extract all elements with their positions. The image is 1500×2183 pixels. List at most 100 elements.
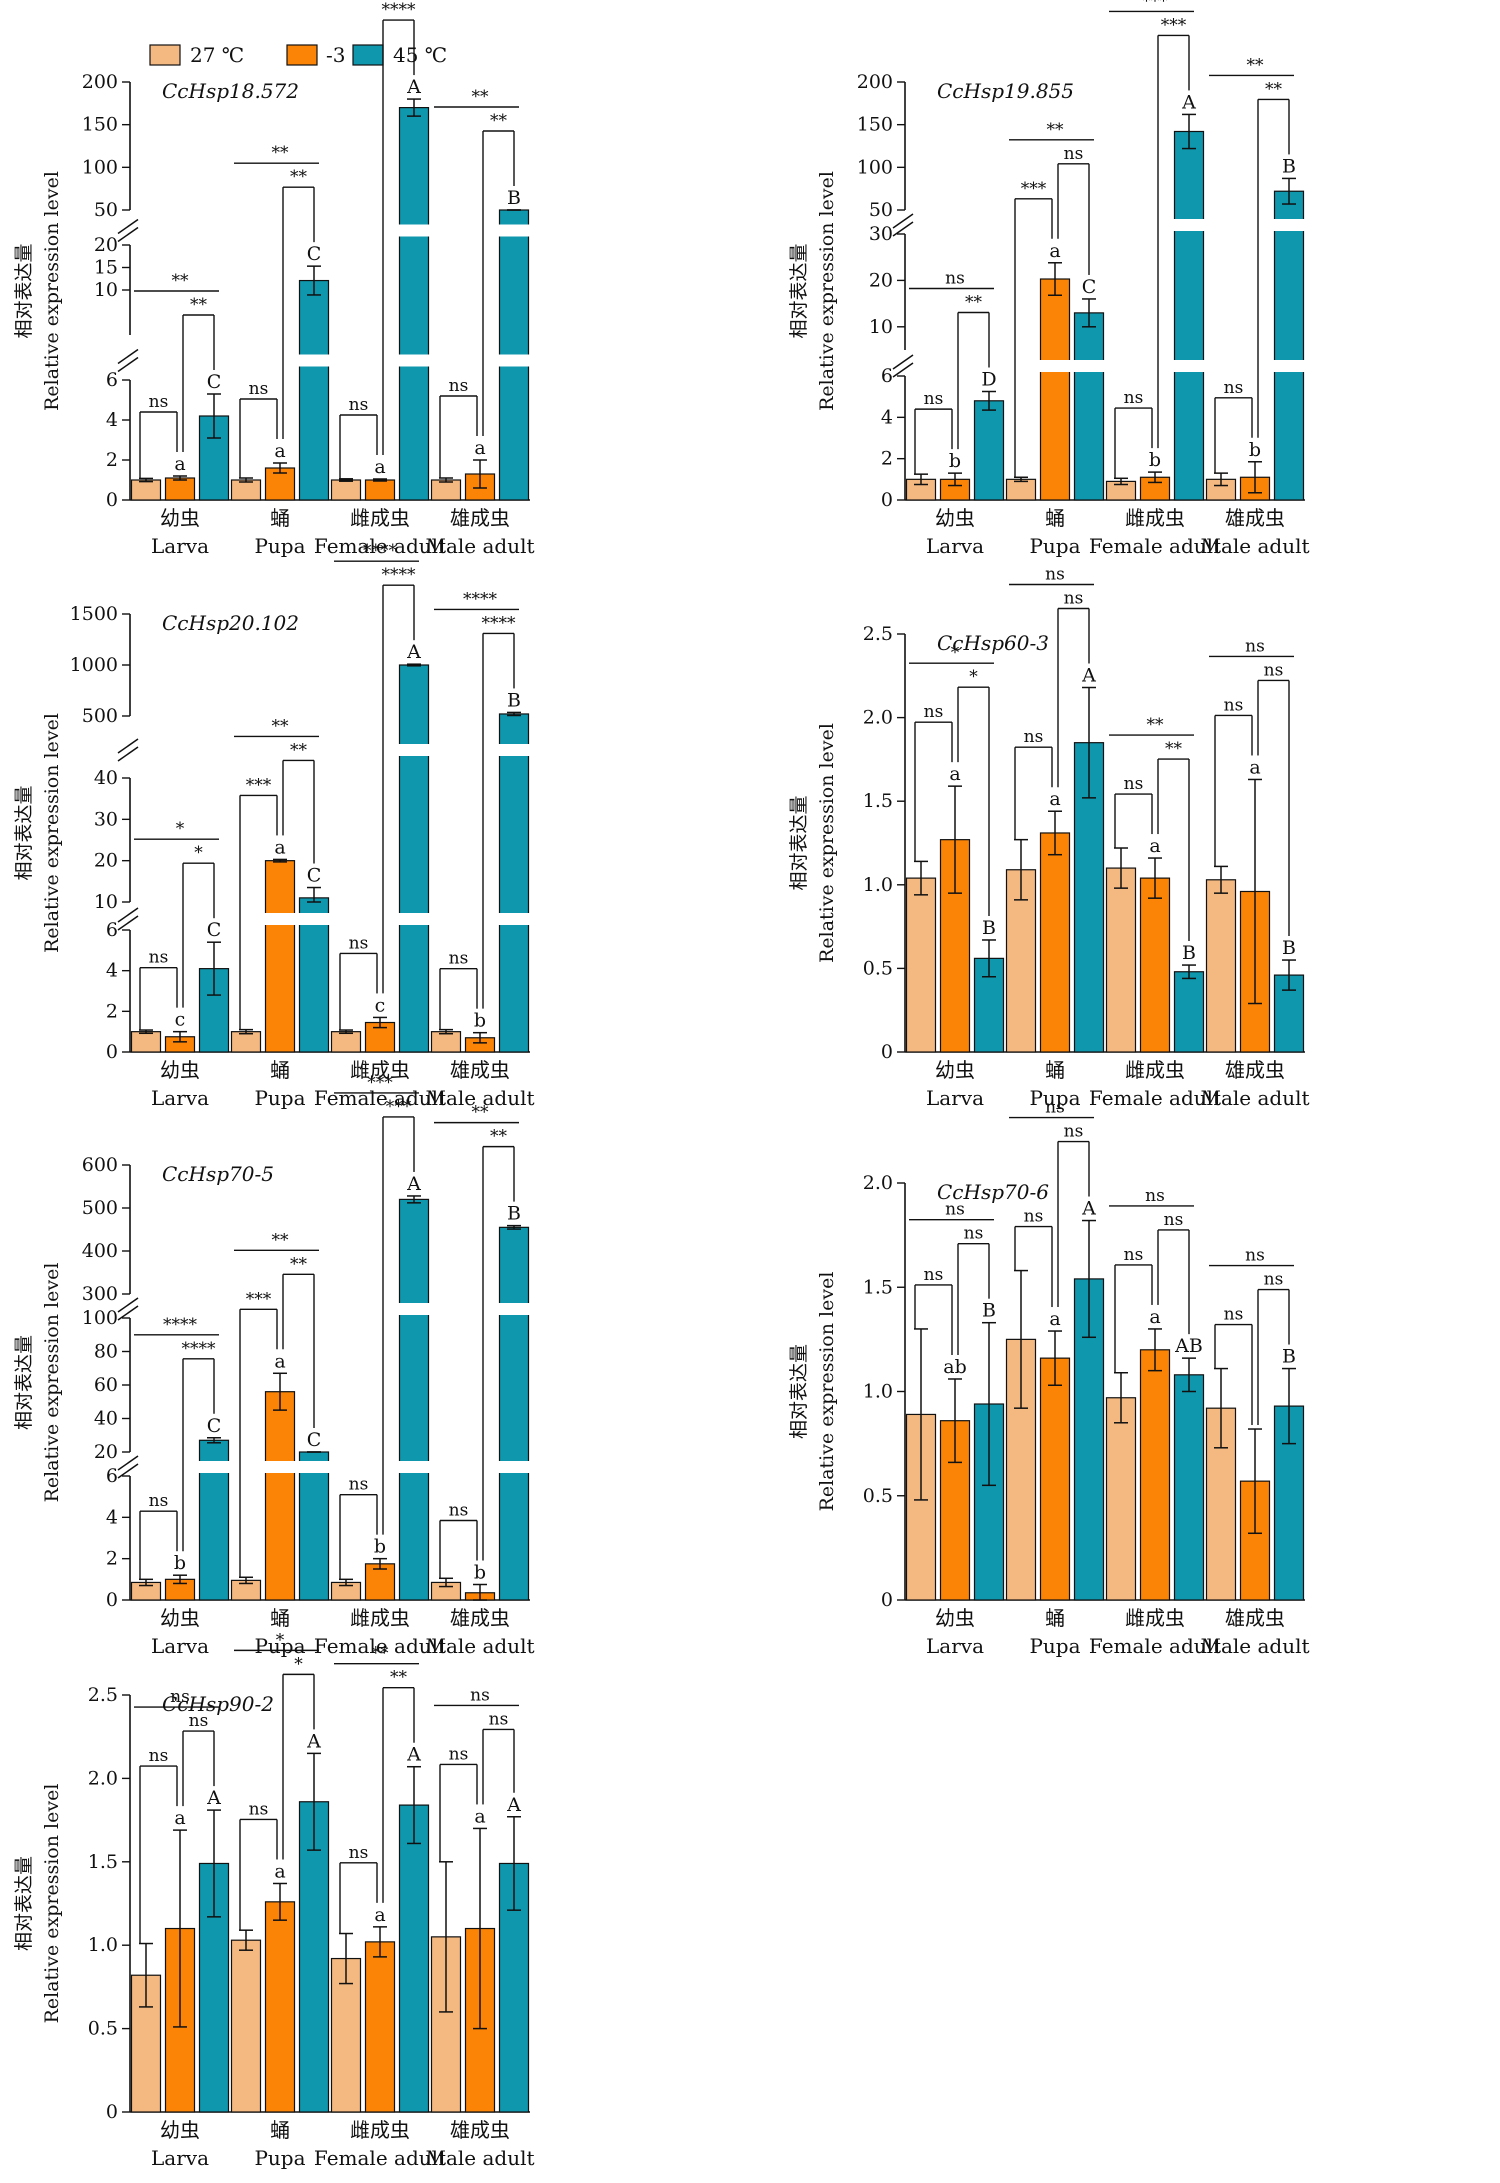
significance-mark: ns	[1224, 695, 1244, 715]
y-tick-label: 2	[881, 448, 893, 470]
y-tick-label: 1500	[70, 603, 118, 625]
category-label-en: Larva	[926, 1086, 984, 1110]
category-label-en: Larva	[151, 534, 209, 558]
significance-mark: ns	[470, 1685, 490, 1705]
category-label-cn: 蛹	[270, 2118, 290, 2142]
y-tick-label: 40	[94, 1408, 118, 1430]
category-label-cn: 幼虫	[935, 1606, 975, 1630]
significance-mark: ****	[382, 565, 417, 585]
category-label-cn: 雌成虫	[350, 2118, 410, 2142]
category-label-cn: 蛹	[1045, 1606, 1065, 1630]
significance-letter: B	[1282, 937, 1296, 959]
y-tick-label: 200	[857, 71, 893, 93]
bar-27c	[430, 479, 462, 501]
bar-break-gap	[297, 1461, 331, 1473]
significance-mark: ns	[924, 389, 944, 409]
significance-mark: ns	[945, 1200, 965, 1220]
bar-45c	[298, 1451, 330, 1601]
axis-break-mark	[117, 915, 139, 931]
category-label-en: Female adult	[1089, 1634, 1221, 1658]
significance-mark: ns	[170, 1687, 190, 1707]
significance-letter: B	[982, 1300, 996, 1322]
significance-letter: b	[374, 1536, 386, 1558]
y-tick-label: 100	[82, 1307, 118, 1329]
significance-letter: A	[306, 1730, 321, 1752]
chart-title: CcHsp18.572	[162, 79, 299, 103]
bar-break-gap	[197, 1461, 231, 1473]
chart-title: CcHsp70-5	[162, 1162, 274, 1186]
significance-mark: **	[1147, 715, 1165, 735]
chart-title: CcHsp19.855	[937, 79, 1074, 103]
significance-letter: a	[474, 1805, 485, 1827]
significance-letter: a	[1149, 1306, 1160, 1328]
bar-break-gap	[1038, 360, 1072, 372]
bar-27c	[430, 1031, 462, 1053]
y-axis-label-en: Relative expression level	[816, 171, 838, 411]
axis-break-mark	[117, 226, 139, 243]
significance-letter: a	[474, 437, 485, 459]
significance-letter: a	[374, 456, 385, 478]
y-tick-label: 150	[82, 114, 118, 136]
legend-swatch	[352, 44, 384, 66]
bar-45c	[1173, 971, 1205, 1053]
bar-45c	[398, 664, 430, 1053]
bar-27c	[1205, 879, 1237, 1053]
bar-27c	[1105, 1397, 1137, 1601]
significance-mark: ***	[1142, 0, 1168, 11]
y-tick-label: 50	[94, 199, 118, 221]
category-label-en: Pupa	[1029, 1634, 1080, 1658]
category-label-en: Male adult	[1200, 1086, 1309, 1110]
significance-mark: ****	[463, 589, 498, 609]
significance-letter: B	[507, 1203, 521, 1225]
bar-minus3c	[1039, 1357, 1071, 1601]
significance-mark: **	[1047, 120, 1065, 140]
category-label-en: Pupa	[1029, 534, 1080, 558]
bar-45c	[1273, 190, 1305, 501]
bar-45c	[398, 1804, 430, 2113]
bar-break-gap	[397, 913, 431, 925]
significance-mark: ns	[1245, 1246, 1265, 1266]
y-tick-label: 20	[94, 234, 118, 256]
significance-mark: ns	[1224, 378, 1244, 398]
bar-27c	[330, 479, 362, 501]
y-tick-label: 600	[82, 1154, 118, 1176]
y-tick-label: 6	[106, 369, 118, 391]
significance-mark: **	[272, 143, 290, 163]
significance-mark: **	[272, 716, 290, 736]
bar-45c	[398, 106, 430, 501]
y-tick-label: 0.5	[88, 2018, 118, 2040]
significance-mark: **	[290, 167, 308, 187]
significance-mark: ns	[1264, 660, 1284, 680]
bar-break-gap	[497, 744, 531, 756]
category-label-en: Female adult	[314, 2146, 446, 2170]
significance-letter: B	[507, 689, 521, 711]
significance-letter: a	[374, 1904, 385, 1926]
y-axis-label-en: Relative expression level	[41, 1263, 63, 1503]
bar-minus3c	[364, 1941, 396, 2113]
significance-mark: ns	[449, 1744, 469, 1764]
significance-letter: a	[1149, 835, 1160, 857]
significance-mark: **	[172, 271, 190, 291]
category-label-cn: 雄成虫	[1225, 1058, 1285, 1082]
significance-mark: *	[951, 643, 960, 663]
significance-letter: A	[406, 1744, 421, 1766]
category-label-en: Pupa	[254, 534, 305, 558]
y-tick-label: 500	[82, 705, 118, 727]
significance-mark: **	[965, 293, 983, 313]
bar-45c	[1073, 312, 1105, 501]
significance-letter: b	[474, 1010, 486, 1032]
significance-mark: ns	[1264, 1270, 1284, 1290]
bar-break-gap	[263, 913, 297, 925]
category-label-en: Pupa	[254, 1634, 305, 1658]
category-label-cn: 幼虫	[160, 506, 200, 530]
y-tick-label: 1.0	[88, 1934, 118, 1956]
y-tick-label: 20	[94, 1441, 118, 1463]
y-tick-label: 2	[106, 1548, 118, 1570]
significance-mark: ***	[367, 1073, 393, 1093]
significance-mark: **	[472, 87, 490, 107]
bar-45c	[298, 279, 330, 501]
category-label-cn: 幼虫	[935, 1058, 975, 1082]
category-label-cn: 幼虫	[160, 2118, 200, 2142]
significance-letter: ab	[943, 1356, 967, 1378]
significance-letter: A	[406, 641, 421, 663]
